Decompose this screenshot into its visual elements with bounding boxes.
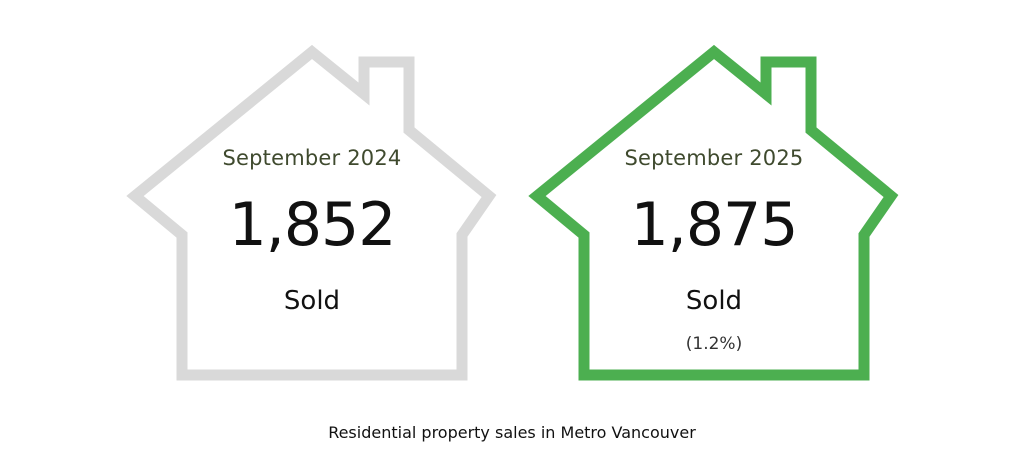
house-outline-icon xyxy=(528,44,899,381)
house-shape-2024 xyxy=(126,44,497,381)
chart-caption: Residential property sales in Metro Vanc… xyxy=(328,423,696,442)
house-card-september-2024: September 2024 1,852 Sold xyxy=(112,0,512,400)
period-label: September 2025 xyxy=(624,146,804,170)
house-shape-2025 xyxy=(528,44,899,381)
period-label: September 2024 xyxy=(222,146,402,170)
percent-change: (1.2%) xyxy=(685,334,743,354)
house-outline-icon xyxy=(126,44,497,381)
status-label: Sold xyxy=(283,286,341,316)
house-card-september-2025: September 2025 1,875 Sold (1.2%) xyxy=(514,0,914,400)
sales-count: 1,875 xyxy=(630,190,799,260)
sales-count: 1,852 xyxy=(228,190,397,260)
status-label: Sold xyxy=(685,286,743,316)
